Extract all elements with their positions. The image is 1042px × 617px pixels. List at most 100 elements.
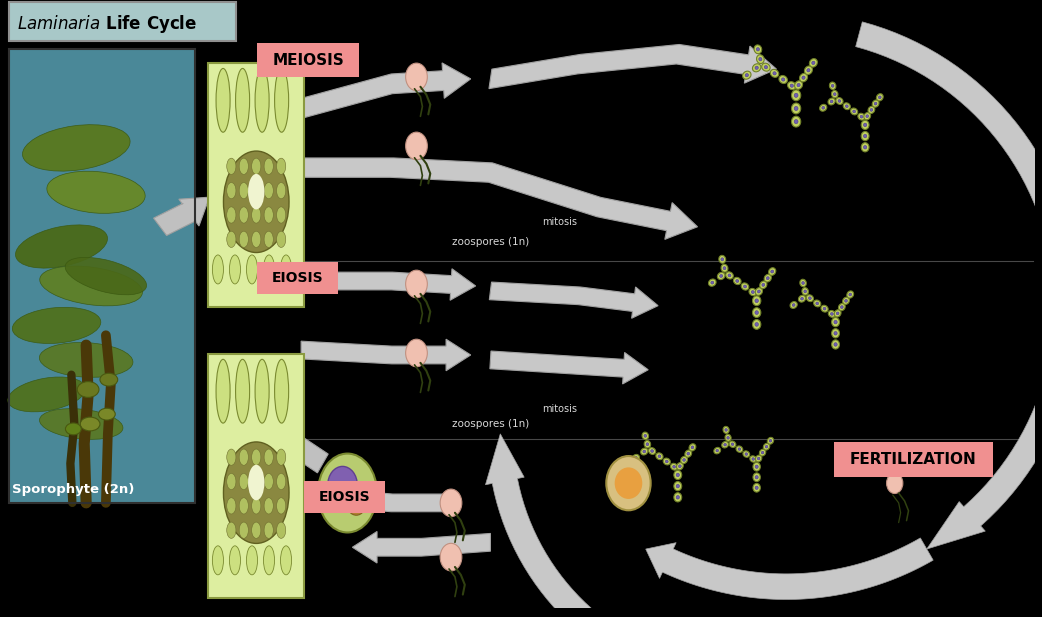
Ellipse shape <box>874 102 877 105</box>
Ellipse shape <box>800 297 803 300</box>
Ellipse shape <box>47 171 145 213</box>
Ellipse shape <box>659 455 661 458</box>
Ellipse shape <box>13 307 101 344</box>
Ellipse shape <box>765 445 768 448</box>
Ellipse shape <box>870 109 873 111</box>
Ellipse shape <box>722 442 728 448</box>
Ellipse shape <box>685 450 692 457</box>
Bar <box>9 49 195 503</box>
Ellipse shape <box>252 449 260 465</box>
Ellipse shape <box>837 312 839 315</box>
Ellipse shape <box>405 132 427 160</box>
Ellipse shape <box>788 81 796 89</box>
Ellipse shape <box>227 231 235 247</box>
Ellipse shape <box>223 151 289 252</box>
Ellipse shape <box>792 103 800 114</box>
Ellipse shape <box>240 207 248 223</box>
Ellipse shape <box>794 93 798 97</box>
Ellipse shape <box>753 484 761 492</box>
Ellipse shape <box>276 158 286 175</box>
Bar <box>9 49 195 503</box>
Ellipse shape <box>816 302 819 305</box>
Ellipse shape <box>830 313 834 315</box>
Ellipse shape <box>213 255 223 284</box>
Ellipse shape <box>673 465 675 468</box>
Ellipse shape <box>264 546 274 575</box>
Polygon shape <box>258 422 328 473</box>
Text: zoospores (1n): zoospores (1n) <box>452 236 529 247</box>
Text: zoospores (1n): zoospores (1n) <box>452 419 529 429</box>
Ellipse shape <box>832 85 834 87</box>
Ellipse shape <box>275 68 289 132</box>
Polygon shape <box>332 484 452 516</box>
Ellipse shape <box>752 308 761 318</box>
Ellipse shape <box>864 146 867 149</box>
Ellipse shape <box>606 456 650 510</box>
Ellipse shape <box>252 498 260 514</box>
Ellipse shape <box>767 437 773 444</box>
Ellipse shape <box>235 68 250 132</box>
Ellipse shape <box>752 320 761 329</box>
Ellipse shape <box>758 457 760 460</box>
Ellipse shape <box>276 498 286 514</box>
FancyBboxPatch shape <box>304 481 384 513</box>
Ellipse shape <box>16 225 107 268</box>
Ellipse shape <box>845 299 847 302</box>
Ellipse shape <box>731 443 734 445</box>
Ellipse shape <box>878 96 882 99</box>
Ellipse shape <box>80 417 100 431</box>
Ellipse shape <box>644 434 647 437</box>
Ellipse shape <box>328 466 357 504</box>
Ellipse shape <box>264 231 273 247</box>
FancyBboxPatch shape <box>256 262 338 294</box>
Ellipse shape <box>648 447 655 455</box>
Ellipse shape <box>276 183 286 199</box>
Ellipse shape <box>77 381 99 397</box>
Ellipse shape <box>795 81 802 89</box>
Ellipse shape <box>99 408 116 420</box>
Ellipse shape <box>615 468 642 499</box>
Polygon shape <box>301 339 471 371</box>
Ellipse shape <box>861 120 869 130</box>
Text: MEIOSIS: MEIOSIS <box>272 52 344 68</box>
Ellipse shape <box>240 473 248 490</box>
Ellipse shape <box>229 255 241 284</box>
Ellipse shape <box>832 91 838 98</box>
Text: Sporangia: Sporangia <box>217 602 296 616</box>
Ellipse shape <box>821 305 828 312</box>
Ellipse shape <box>866 115 869 118</box>
Polygon shape <box>855 22 1042 549</box>
Ellipse shape <box>847 291 853 298</box>
Ellipse shape <box>347 491 366 515</box>
Ellipse shape <box>834 331 837 335</box>
Ellipse shape <box>860 115 863 118</box>
Ellipse shape <box>764 65 768 68</box>
Ellipse shape <box>756 55 764 64</box>
Ellipse shape <box>227 498 235 514</box>
Polygon shape <box>490 282 659 318</box>
Ellipse shape <box>872 100 879 107</box>
Ellipse shape <box>728 274 731 277</box>
Ellipse shape <box>758 290 761 293</box>
Ellipse shape <box>754 323 759 326</box>
Ellipse shape <box>822 106 824 109</box>
Ellipse shape <box>676 473 679 477</box>
Text: EIOSIS: EIOSIS <box>319 490 370 504</box>
Ellipse shape <box>216 68 230 132</box>
Ellipse shape <box>405 63 427 91</box>
Ellipse shape <box>858 114 865 120</box>
Ellipse shape <box>834 93 836 96</box>
Ellipse shape <box>736 280 739 283</box>
FancyBboxPatch shape <box>834 442 993 477</box>
Ellipse shape <box>794 120 798 123</box>
Ellipse shape <box>835 310 841 317</box>
Ellipse shape <box>755 476 759 479</box>
Ellipse shape <box>876 94 884 101</box>
Ellipse shape <box>750 456 756 462</box>
Polygon shape <box>489 44 776 89</box>
Ellipse shape <box>792 304 795 307</box>
Ellipse shape <box>264 207 273 223</box>
Ellipse shape <box>755 66 759 69</box>
Ellipse shape <box>727 436 729 439</box>
Ellipse shape <box>240 183 248 199</box>
